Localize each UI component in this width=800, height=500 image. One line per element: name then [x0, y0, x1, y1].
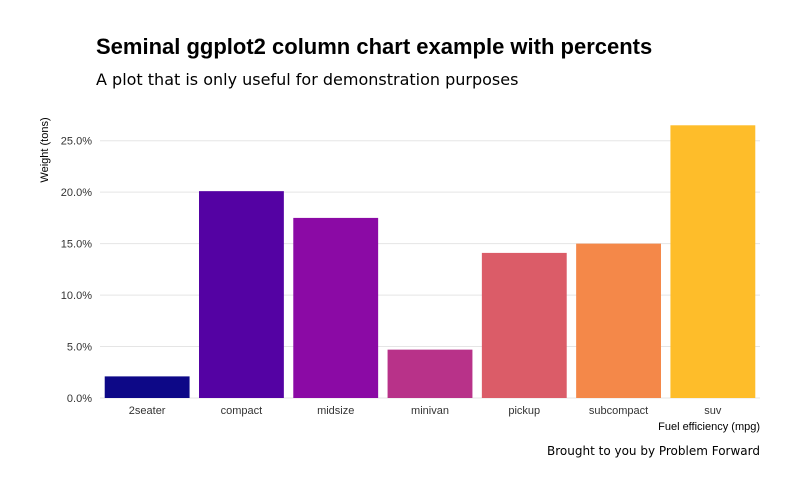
x-tick-label: suv: [704, 405, 722, 417]
bar-pickup: [481, 252, 567, 398]
chart-title: Seminal ggplot2 column chart example wit…: [96, 34, 653, 59]
x-tick-label: minivan: [411, 405, 449, 417]
x-axis-ticks: 2seater compact midsize minivan pickup subcom…: [129, 405, 722, 417]
x-tick-label: pickup: [508, 405, 540, 417]
chart-subtitle: A plot that is only useful for demonstra…: [96, 70, 519, 89]
y-tick-label: 10.0%: [61, 290, 92, 302]
y-tick-label: 5.0%: [67, 342, 92, 354]
bar-minivan: [387, 349, 473, 398]
x-tick-label: compact: [221, 405, 263, 417]
x-tick-label: 2seater: [129, 405, 166, 417]
y-axis-ticks: 0.0% 5.0% 10.0% 15.0% 20.0% 25.0%: [61, 136, 92, 405]
bars: [104, 125, 756, 399]
bar-suv: [670, 125, 756, 399]
bar-subcompact: [576, 243, 661, 398]
bar-compact: [199, 191, 284, 398]
x-tick-label: subcompact: [589, 405, 648, 417]
bar-midsize: [293, 217, 379, 398]
x-tick-label: midsize: [317, 405, 354, 417]
x-axis-label: Fuel efficiency (mpg): [658, 421, 760, 433]
chart-caption: Brought to you by Problem Forward: [547, 444, 760, 458]
y-tick-label: 25.0%: [61, 136, 92, 148]
bar-2seater: [104, 376, 190, 398]
y-axis-label: Weight (tons): [39, 117, 51, 182]
y-tick-label: 0.0%: [67, 393, 92, 405]
y-tick-label: 20.0%: [61, 187, 92, 199]
y-tick-label: 15.0%: [61, 239, 92, 251]
